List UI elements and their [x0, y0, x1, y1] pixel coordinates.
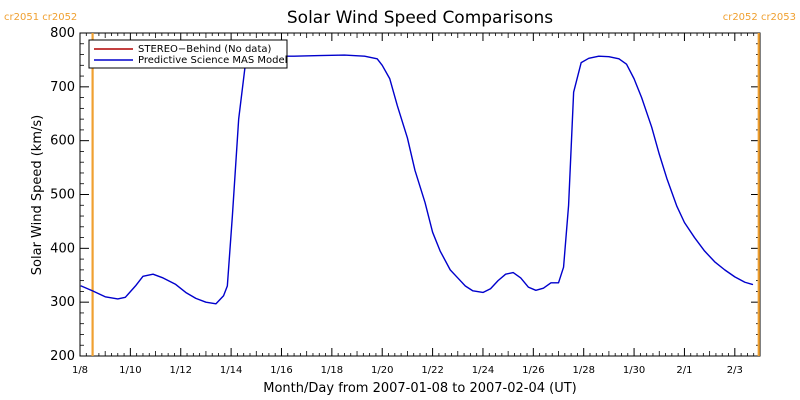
y-tick-label: 700 [50, 80, 75, 95]
legend-box [88, 39, 288, 69]
y-tick-label: 300 [50, 295, 75, 310]
x-tick-label: 1/22 [421, 365, 443, 376]
x-axis-label: Month/Day from 2007-01-08 to 2007-02-04 … [263, 381, 576, 396]
series-line-mas-model [80, 54, 754, 305]
series-layer [80, 54, 754, 305]
legend-label-mas-model: Predictive Science MAS Model [138, 55, 287, 66]
x-tick-label: 1/28 [572, 365, 594, 376]
legend: STEREO−Behind (No data) Predictive Scien… [88, 39, 288, 69]
x-tick-label: 1/18 [321, 365, 343, 376]
x-tick-label: 1/8 [72, 365, 88, 376]
x-tick-label: 1/20 [371, 365, 393, 376]
x-tick-label: 2/1 [676, 365, 692, 376]
y-tick-label: 600 [50, 134, 75, 149]
plot-area [79, 32, 761, 357]
x-tick-label: 1/26 [522, 365, 544, 376]
y-tick-label: 400 [50, 241, 75, 256]
chart-title: Solar Wind Speed Comparisons [287, 8, 553, 28]
x-tick-label: 1/24 [472, 365, 494, 376]
plot-frame [79, 32, 761, 357]
legend-label-stereo-behind: STEREO−Behind (No data) [138, 44, 271, 55]
y-tick-label: 500 [50, 188, 75, 203]
x-tick-label: 1/14 [220, 365, 242, 376]
y-tick-label: 800 [50, 26, 75, 41]
x-tick-label: 1/10 [119, 365, 141, 376]
y-axis-label: Solar Wind Speed (km/s) [30, 115, 45, 275]
x-tick-label: 1/30 [623, 365, 645, 376]
carrington-marker-label: cr2052 cr2053 [723, 12, 796, 23]
ticks-layer: 1/8 1/10 1/12 1/14 1/16 1/18 1/20 1/22 1/24 1/26 1… [50, 26, 761, 376]
x-tick-label: 1/16 [270, 365, 292, 376]
y-tick-label: 200 [50, 349, 75, 364]
x-tick-label: 2/3 [727, 365, 743, 376]
carrington-marker-label: cr2051 cr2052 [4, 12, 77, 23]
x-tick-label: 1/12 [170, 365, 192, 376]
carrington-markers: cr2051 cr2052 cr2052 cr2053 [4, 12, 796, 356]
